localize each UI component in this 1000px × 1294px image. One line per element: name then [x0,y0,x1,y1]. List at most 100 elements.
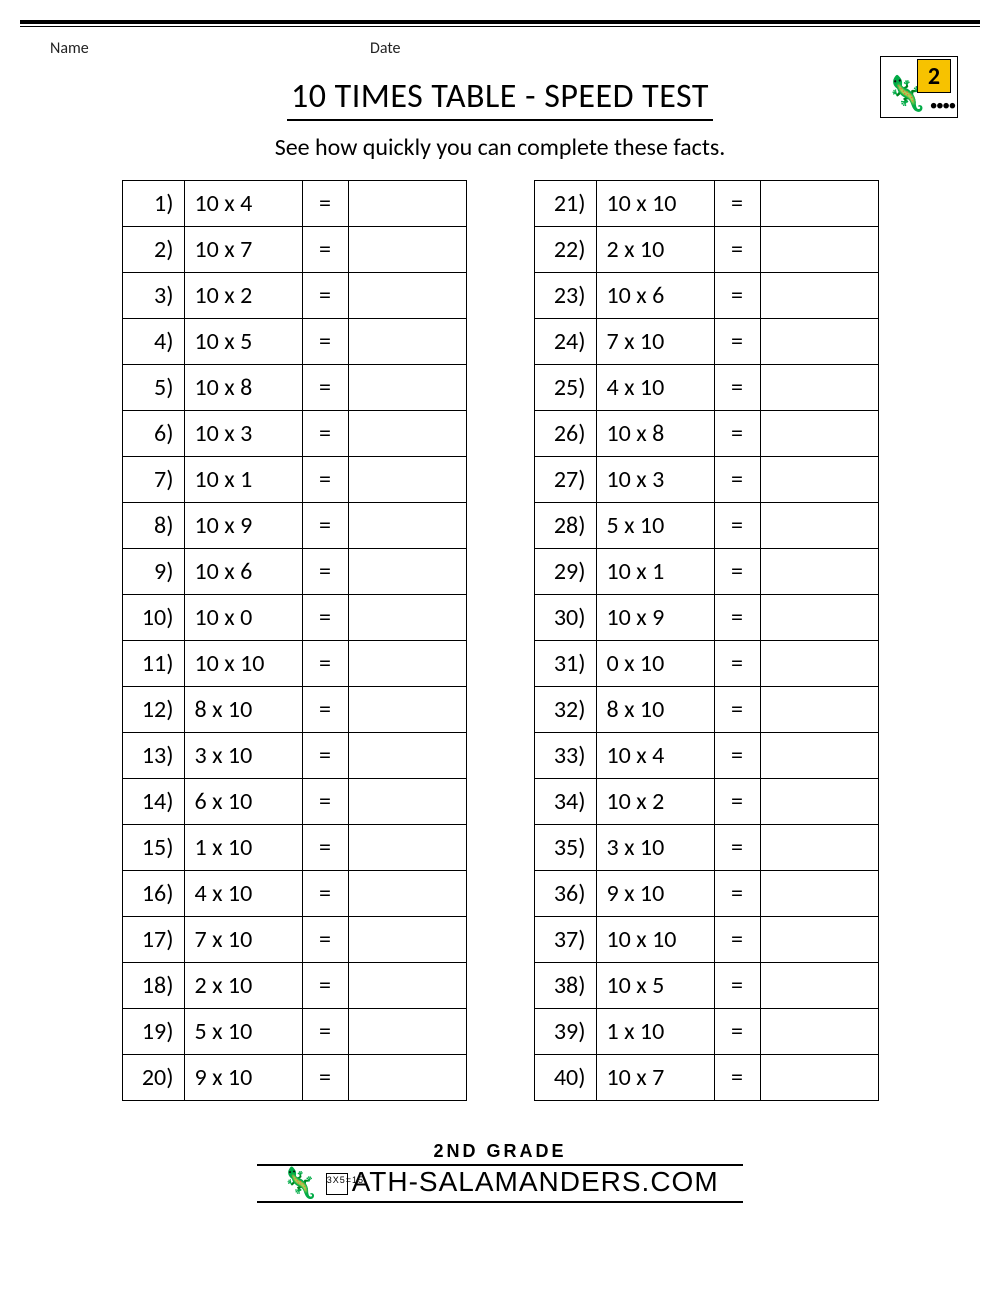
question-expression: 2 x 10 [184,963,302,1009]
equals-sign: = [714,227,760,273]
table-row: 8)10 x 9=28)5 x 10= [122,503,878,549]
column-gap [466,549,534,595]
answer-cell [760,963,878,1009]
table-row: 14)6 x 10=34)10 x 2= [122,779,878,825]
question-number: 28) [534,503,596,549]
column-gap [466,1055,534,1101]
answer-cell [760,503,878,549]
question-expression: 10 x 4 [184,181,302,227]
question-expression: 10 x 6 [596,273,714,319]
answer-cell [760,319,878,365]
question-expression: 5 x 10 [596,503,714,549]
question-expression: 10 x 7 [184,227,302,273]
answer-cell [760,595,878,641]
question-number: 6) [122,411,184,457]
answer-cell [348,1055,466,1101]
column-gap [466,825,534,871]
grade-logo: 🦎 2 ●●●● [880,56,958,118]
question-number: 20) [122,1055,184,1101]
question-expression: 10 x 2 [184,273,302,319]
question-number: 21) [534,181,596,227]
question-expression: 10 x 8 [184,365,302,411]
question-expression: 6 x 10 [184,779,302,825]
question-number: 32) [534,687,596,733]
equals-sign: = [302,963,348,1009]
question-expression: 10 x 10 [596,181,714,227]
column-gap [466,181,534,227]
question-number: 3) [122,273,184,319]
answer-cell [760,457,878,503]
question-number: 35) [534,825,596,871]
equals-sign: = [302,457,348,503]
question-number: 37) [534,917,596,963]
column-gap [466,1009,534,1055]
equals-sign: = [302,1055,348,1101]
answer-cell [760,917,878,963]
question-number: 29) [534,549,596,595]
question-expression: 1 x 10 [596,1009,714,1055]
question-expression: 0 x 10 [596,641,714,687]
equals-sign: = [714,319,760,365]
question-number: 1) [122,181,184,227]
question-expression: 10 x 2 [596,779,714,825]
table-row: 6)10 x 3=26)10 x 8= [122,411,878,457]
question-number: 14) [122,779,184,825]
top-rule-thin [20,26,980,27]
question-number: 19) [122,1009,184,1055]
column-gap [466,457,534,503]
footer-grade: 2ND GRADE [0,1141,1000,1162]
column-gap [466,595,534,641]
table-row: 5)10 x 8=25)4 x 10= [122,365,878,411]
answer-cell [348,457,466,503]
question-expression: 10 x 5 [596,963,714,1009]
answer-cell [348,917,466,963]
question-number: 23) [534,273,596,319]
question-number: 22) [534,227,596,273]
equals-sign: = [714,687,760,733]
answer-cell [760,1055,878,1101]
equals-sign: = [714,733,760,779]
date-label: Date [370,39,401,58]
answer-cell [760,825,878,871]
answer-cell [348,273,466,319]
name-label: Name [50,39,370,58]
answer-cell [348,1009,466,1055]
question-number: 39) [534,1009,596,1055]
questions-table: 1)10 x 4=21)10 x 10=2)10 x 7=22)2 x 10=3… [122,180,879,1101]
table-row: 3)10 x 2=23)10 x 6= [122,273,878,319]
equals-sign: = [302,227,348,273]
question-expression: 10 x 3 [184,411,302,457]
question-expression: 10 x 1 [596,549,714,595]
answer-cell [348,963,466,1009]
equals-sign: = [714,365,760,411]
equals-sign: = [302,779,348,825]
answer-cell [348,641,466,687]
answer-cell [760,871,878,917]
table-row: 16)4 x 10=36)9 x 10= [122,871,878,917]
question-number: 38) [534,963,596,1009]
question-expression: 10 x 1 [184,457,302,503]
question-number: 36) [534,871,596,917]
question-number: 4) [122,319,184,365]
answer-cell [760,687,878,733]
column-gap [466,871,534,917]
question-expression: 3 x 10 [184,733,302,779]
equals-sign: = [302,871,348,917]
answer-cell [760,779,878,825]
answer-cell [760,365,878,411]
equals-sign: = [714,641,760,687]
question-number: 8) [122,503,184,549]
answer-cell [760,733,878,779]
table-row: 19)5 x 10=39)1 x 10= [122,1009,878,1055]
question-number: 10) [122,595,184,641]
answer-cell [348,319,466,365]
question-expression: 5 x 10 [184,1009,302,1055]
top-rule-thick [20,20,980,24]
equals-sign: = [714,825,760,871]
table-row: 12)8 x 10=32)8 x 10= [122,687,878,733]
answer-cell [348,687,466,733]
answer-cell [760,641,878,687]
question-number: 7) [122,457,184,503]
equals-sign: = [714,1009,760,1055]
answer-cell [348,825,466,871]
